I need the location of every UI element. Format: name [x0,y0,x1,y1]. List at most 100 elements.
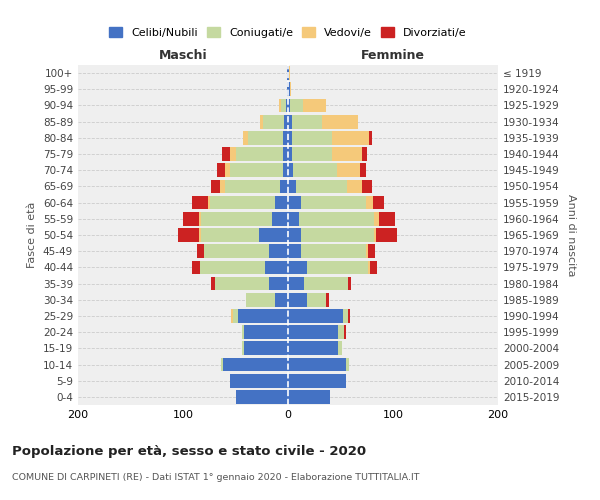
Bar [204,244,269,258]
Bar [275,196,288,209]
Bar [284,115,288,128]
Bar [200,260,265,274]
Bar [243,131,248,144]
Bar [230,147,235,161]
Bar [222,147,230,161]
Bar [269,276,288,290]
Bar [373,196,383,209]
Bar [215,276,269,290]
Bar [199,212,201,226]
Bar [288,309,343,323]
Bar [288,196,301,209]
Text: COMUNE DI CARPINETI (RE) - Dati ISTAT 1° gennaio 2020 - Elaborazione TUTTITALIA.: COMUNE DI CARPINETI (RE) - Dati ISTAT 1°… [12,472,419,482]
Bar [299,212,374,226]
Bar [374,212,379,226]
Legend: Celibi/Nubili, Coniugati/e, Vedovi/e, Divorziati/e: Celibi/Nubili, Coniugati/e, Vedovi/e, Di… [105,23,471,42]
Bar [288,390,330,404]
Bar [244,342,288,355]
Bar [288,98,290,112]
Bar [348,276,351,290]
Bar [338,342,341,355]
Bar [221,358,223,372]
Bar [290,98,303,112]
Bar [199,228,201,242]
Bar [288,358,346,372]
Bar [288,66,289,80]
Bar [193,196,208,209]
Bar [288,276,304,290]
Bar [244,326,288,339]
Bar [288,374,346,388]
Bar [183,212,199,226]
Bar [288,260,307,274]
Bar [208,196,211,209]
Bar [201,212,272,226]
Bar [301,196,366,209]
Bar [201,228,259,242]
Bar [269,244,288,258]
Y-axis label: Anni di nascita: Anni di nascita [566,194,576,276]
Bar [225,180,280,194]
Bar [288,115,292,128]
Bar [278,98,281,112]
Bar [368,244,375,258]
Bar [368,260,370,274]
Bar [361,147,367,161]
Bar [292,147,332,161]
Bar [292,115,322,128]
Bar [217,164,225,177]
Bar [283,164,288,177]
Bar [246,293,275,306]
Bar [288,131,292,144]
Bar [369,131,372,144]
Bar [210,196,275,209]
Bar [292,131,332,144]
Bar [193,260,200,274]
Bar [211,276,215,290]
Bar [337,164,361,177]
Bar [286,98,288,112]
Bar [322,115,358,128]
Bar [232,309,233,323]
Bar [332,147,361,161]
Text: Maschi: Maschi [158,49,208,62]
Bar [288,326,338,339]
Bar [275,293,288,306]
Bar [265,260,288,274]
Bar [197,244,204,258]
Bar [288,342,338,355]
Bar [211,180,220,194]
Bar [361,180,372,194]
Bar [288,244,301,258]
Bar [242,326,244,339]
Bar [370,260,377,274]
Bar [326,293,329,306]
Bar [260,115,263,128]
Bar [272,212,288,226]
Bar [280,180,288,194]
Bar [288,228,301,242]
Bar [235,390,288,404]
Bar [287,66,288,80]
Bar [220,180,225,194]
Bar [347,180,361,194]
Bar [366,196,373,209]
Bar [238,309,288,323]
Text: Femmine: Femmine [361,49,425,62]
Bar [288,82,290,96]
Bar [301,244,366,258]
Bar [366,244,368,258]
Bar [283,147,288,161]
Bar [293,164,337,177]
Bar [288,212,299,226]
Bar [235,147,283,161]
Bar [248,131,283,144]
Y-axis label: Fasce di età: Fasce di età [28,202,37,268]
Bar [348,309,350,323]
Bar [307,260,368,274]
Bar [296,180,347,194]
Bar [230,374,288,388]
Bar [290,82,291,96]
Bar [361,164,366,177]
Bar [287,82,288,96]
